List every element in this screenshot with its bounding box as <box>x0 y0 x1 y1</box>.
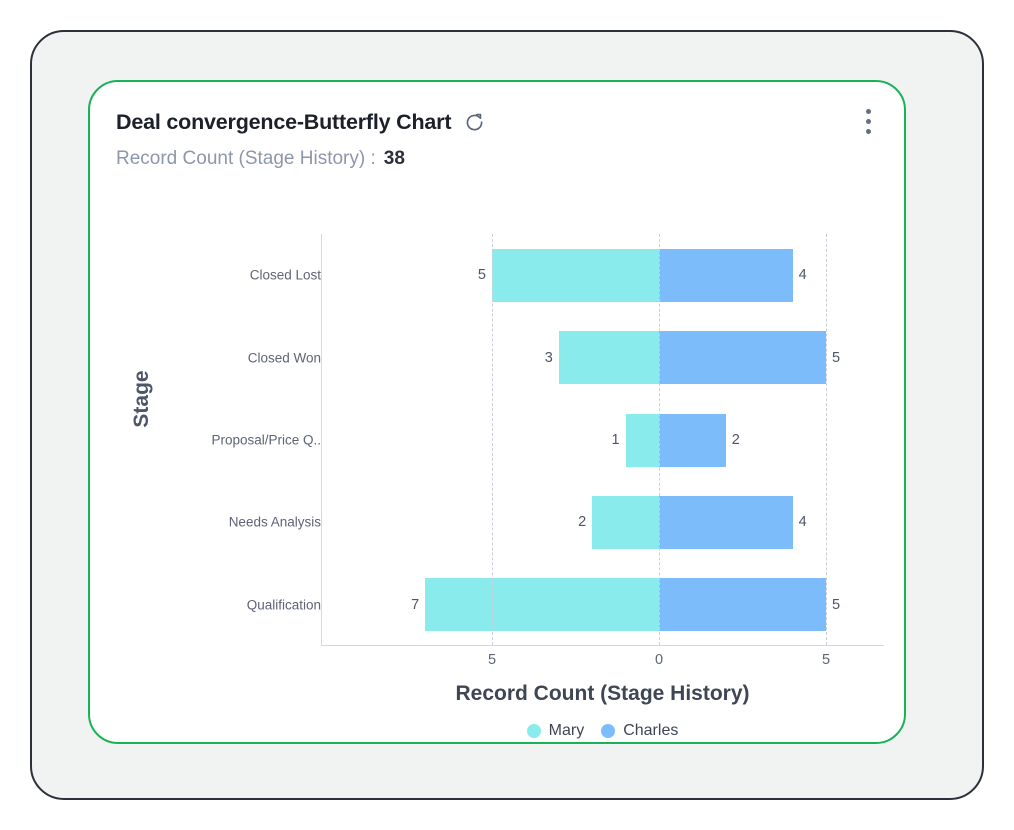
subtitle-row: Record Count (Stage History) : 38 <box>116 148 878 170</box>
gridline <box>659 234 660 645</box>
bar-segment-charles[interactable]: 4 <box>659 248 807 302</box>
legend-label: Charles <box>623 722 679 739</box>
device-frame: Deal convergence-Butterfly Chart Record … <box>30 30 984 800</box>
kebab-dot <box>865 128 871 134</box>
kebab-menu-icon[interactable] <box>854 104 882 138</box>
y-axis-tick-label: Closed Won <box>247 350 321 366</box>
bar-segment-mary[interactable]: 3 <box>545 331 659 385</box>
record-count-label: Record Count (Stage History) : <box>116 148 376 169</box>
legend-label: Mary <box>548 722 585 739</box>
legend-item[interactable]: Charles <box>601 722 678 740</box>
bar-segment-mary[interactable]: 2 <box>578 495 659 549</box>
bar-value-label: 5 <box>477 267 486 284</box>
y-axis-tick-label: Qualification <box>246 597 321 613</box>
y-axis-tick-labels: Closed Lost Closed Won Proposal/Price Q.. N… <box>135 82 321 742</box>
bar-value-label: 7 <box>411 596 420 613</box>
chart-legend: Mary Charles <box>321 722 884 740</box>
refresh-icon[interactable] <box>464 112 485 133</box>
bar-segment-charles[interactable]: 4 <box>659 495 807 549</box>
bar-segment-charles[interactable]: 2 <box>659 413 740 467</box>
bar-segment-mary[interactable]: 7 <box>411 578 659 632</box>
bar-segment-mary[interactable]: 5 <box>478 248 659 302</box>
bar-value-label: 3 <box>544 349 553 366</box>
x-axis-title: Record Count (Stage History) <box>455 682 750 705</box>
legend-color-dot <box>601 724 616 738</box>
page-title: Deal convergence-Butterfly Chart <box>116 110 452 134</box>
bar-segment-charles[interactable]: 5 <box>659 578 840 632</box>
x-axis-tick-label: 5 <box>821 652 831 668</box>
gridline <box>492 234 493 645</box>
bar-value-label: 2 <box>731 432 740 448</box>
bar-value-label: 5 <box>832 349 841 366</box>
bar-segment-charles[interactable]: 5 <box>659 331 840 385</box>
y-axis-tick-label: Proposal/Price Q.. <box>211 432 321 448</box>
chart-card: Deal convergence-Butterfly Chart Record … <box>88 80 906 744</box>
bar-value-label: 4 <box>798 267 807 284</box>
bar-segment-mary[interactable]: 1 <box>612 413 659 467</box>
card-header: Deal convergence-Butterfly Chart Record … <box>116 110 878 170</box>
bar-value-label: 1 <box>611 432 620 448</box>
kebab-dot <box>865 118 871 124</box>
x-axis-tick-label: 0 <box>654 652 664 668</box>
bar-value-label: 4 <box>798 514 807 531</box>
title-row: Deal convergence-Butterfly Chart <box>116 110 878 135</box>
bar-value-label: 5 <box>832 596 841 613</box>
y-axis-tick-label: Needs Analysis <box>228 514 321 530</box>
x-axis-tick-label: 5 <box>487 652 497 668</box>
record-count-value: 38 <box>383 148 405 169</box>
legend-item[interactable]: Mary <box>526 722 585 740</box>
y-axis-tick-label: Closed Lost <box>249 267 321 283</box>
gridline <box>826 234 827 645</box>
butterfly-chart: Stage Closed Lost Closed Won Proposal/Pric… <box>90 82 904 742</box>
kebab-dot <box>865 108 871 114</box>
legend-color-dot <box>526 724 541 738</box>
bar-value-label: 2 <box>578 514 587 531</box>
